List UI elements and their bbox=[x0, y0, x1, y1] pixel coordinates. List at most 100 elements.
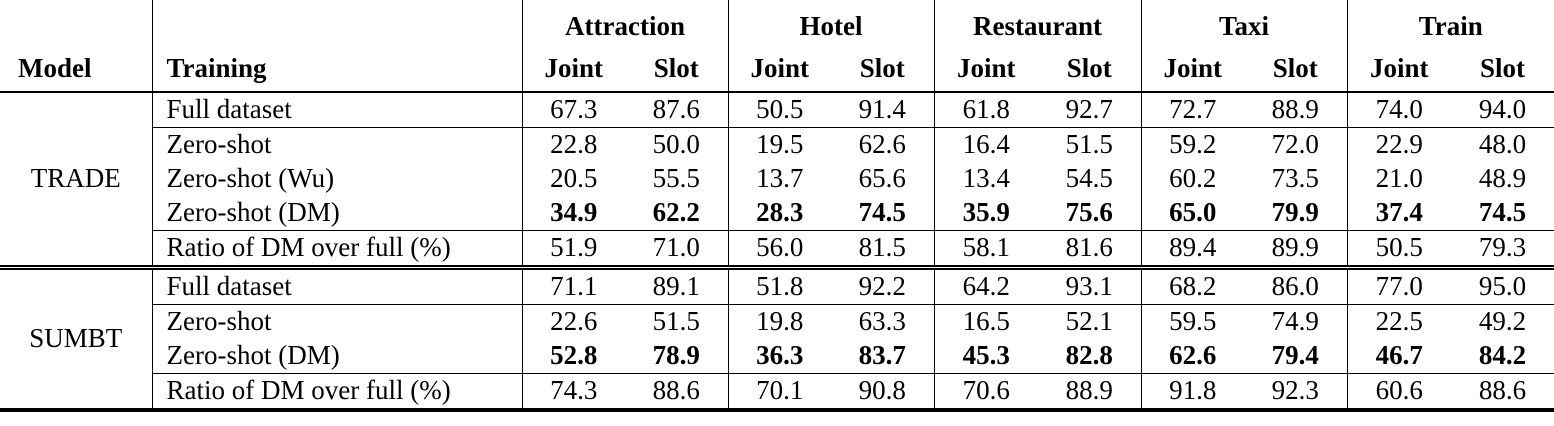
metric-value: 63.3 bbox=[858, 306, 906, 337]
metric-value: 75.6 bbox=[1065, 197, 1113, 228]
table-row: SUMBT Full dataset 71.1 89.1 51.8 92.2 64.2 93.… bbox=[0, 265, 1554, 410]
metric-value: 71.0 bbox=[625, 230, 728, 268]
metric-value: 89.1 bbox=[625, 265, 728, 305]
column-group-attraction: Attraction bbox=[521, 0, 728, 42]
metric-value: 16.5 bbox=[933, 304, 1039, 339]
column-group-hotel: Hotel bbox=[727, 0, 935, 42]
metric-value: 70.1 bbox=[727, 373, 831, 410]
training-label: Ratio of DM over full (%) bbox=[151, 373, 522, 410]
column-group-taxi: Taxi bbox=[1140, 0, 1348, 42]
metric-value: 61.8 bbox=[933, 92, 1039, 128]
metric-value: 62.6 bbox=[1140, 339, 1245, 374]
header-sub-row: Joint Slot Joint Slot Joint Slot Joint S… bbox=[0, 42, 1554, 93]
metric-value: 56.0 bbox=[727, 230, 831, 268]
metric-value: 62.2 bbox=[652, 197, 700, 228]
metric-value: 21.0 bbox=[1346, 162, 1452, 196]
table-row: Zero-shot 22.8 50.0 19.5 62.6 16.4 51.5 59.2 72.… bbox=[0, 127, 1554, 162]
metric-value: 71.1 bbox=[521, 265, 625, 305]
metric-value: 86.0 bbox=[1244, 265, 1348, 305]
table-row: Ratio of DM over full (%) 74.3 88.6 70.1 90.… bbox=[0, 373, 1554, 410]
metric-value: 83.7 bbox=[858, 340, 906, 371]
metric-value: 95.0 bbox=[1451, 265, 1554, 305]
metric-value: 92.2 bbox=[831, 265, 935, 305]
metric-value: 60.6 bbox=[1346, 373, 1452, 410]
metric-value: 37.4 bbox=[1346, 196, 1452, 231]
column-header-train-joint: Joint bbox=[1346, 42, 1452, 93]
metric-value: 60.2 bbox=[1140, 162, 1245, 196]
header-group-row: Model Training Attraction Hotel Restaura… bbox=[0, 0, 1554, 93]
section-sumbt: SUMBT Full dataset 71.1 89.1 51.8 92.2 64.2 93.… bbox=[0, 265, 1554, 410]
metric-value: 72.7 bbox=[1140, 92, 1245, 128]
column-group-train: Train bbox=[1346, 0, 1554, 42]
metric-value: 22.5 bbox=[1346, 304, 1452, 339]
metric-value: 62.6 bbox=[858, 129, 906, 160]
metric-value: 91.4 bbox=[831, 92, 935, 128]
training-label: Full dataset bbox=[151, 265, 522, 305]
model-name: TRADE bbox=[30, 163, 121, 194]
metric-value: 22.6 bbox=[521, 304, 625, 339]
metric-value: 81.6 bbox=[1038, 230, 1142, 268]
column-header-training: Training bbox=[151, 0, 522, 93]
training-label: Ratio of DM over full (%) bbox=[151, 230, 522, 268]
metric-value: 74.0 bbox=[1346, 92, 1452, 128]
training-label: Zero-shot bbox=[151, 304, 522, 339]
metric-value: 92.7 bbox=[1038, 92, 1142, 128]
results-table: Model Training Attraction Hotel Restaura… bbox=[0, 0, 1554, 412]
metric-value: 36.3 bbox=[727, 339, 831, 374]
metric-value: 51.5 bbox=[652, 306, 700, 337]
metric-value: 50.5 bbox=[1346, 230, 1452, 268]
metric-value: 88.9 bbox=[1038, 373, 1142, 410]
metric-value: 90.8 bbox=[831, 373, 935, 410]
metric-value: 49.2 bbox=[1478, 306, 1527, 337]
metric-value: 22.9 bbox=[1346, 127, 1452, 162]
metric-value: 54.5 bbox=[1065, 163, 1113, 194]
metric-value: 74.9 bbox=[1271, 306, 1319, 337]
training-label: Zero-shot bbox=[151, 127, 522, 162]
metric-value: 92.3 bbox=[1244, 373, 1348, 410]
metric-value: 20.5 bbox=[521, 162, 625, 196]
metric-value: 67.3 bbox=[521, 92, 625, 128]
metric-value: 89.9 bbox=[1244, 230, 1348, 268]
metric-value: 19.5 bbox=[727, 127, 831, 162]
metric-value: 16.4 bbox=[933, 127, 1039, 162]
metric-value: 28.3 bbox=[727, 196, 831, 231]
training-label: Full dataset bbox=[151, 92, 522, 128]
metric-value: 74.5 bbox=[858, 197, 906, 228]
metric-value: 74.5 bbox=[1478, 197, 1527, 228]
metric-value: 65.0 bbox=[1140, 196, 1245, 231]
column-header-hotel-joint: Joint bbox=[727, 42, 831, 93]
metric-value: 87.6 bbox=[625, 92, 728, 128]
metric-value: 51.9 bbox=[521, 230, 625, 268]
metric-value: 34.9 bbox=[521, 196, 625, 231]
metric-value: 81.5 bbox=[831, 230, 935, 268]
column-header-attraction-joint: Joint bbox=[521, 42, 625, 93]
metric-value: 35.9 bbox=[933, 196, 1039, 231]
table-row: Zero-shot (DM) 52.8 78.9 36.3 83.7 45.3 82.8 62… bbox=[0, 339, 1554, 374]
metric-value: 88.6 bbox=[625, 373, 728, 410]
metric-value: 89.4 bbox=[1140, 230, 1245, 268]
metric-value: 79.3 bbox=[1451, 230, 1554, 268]
metric-value: 73.5 bbox=[1271, 163, 1319, 194]
metric-value: 94.0 bbox=[1451, 92, 1554, 128]
table-row: Zero-shot (DM) 34.9 62.2 28.3 74.5 35.9 75.6 65… bbox=[0, 196, 1554, 231]
metric-value: 93.1 bbox=[1038, 265, 1142, 305]
metric-value: 88.9 bbox=[1244, 92, 1348, 128]
metric-value: 48.0 bbox=[1478, 129, 1527, 160]
model-name: SUMBT bbox=[0, 265, 152, 410]
column-header-hotel-slot: Slot bbox=[831, 42, 935, 93]
metric-value: 65.6 bbox=[858, 163, 906, 194]
metric-value: 55.5 bbox=[652, 163, 700, 194]
metric-value: 46.7 bbox=[1346, 339, 1452, 374]
column-header-taxi-slot: Slot bbox=[1244, 42, 1348, 93]
column-group-restaurant: Restaurant bbox=[933, 0, 1142, 42]
metric-value: 52.8 bbox=[521, 339, 625, 374]
metric-value: 50.0 bbox=[652, 129, 700, 160]
metric-value: 51.8 bbox=[727, 265, 831, 305]
column-header-model: Model bbox=[0, 0, 152, 93]
metric-value: 84.2 bbox=[1478, 340, 1527, 371]
metric-value: 51.5 bbox=[1065, 129, 1113, 160]
metric-value: 78.9 bbox=[652, 340, 700, 371]
table-row: Zero-shot 22.6 51.5 19.8 63.3 16.5 52.1 59.5 74.… bbox=[0, 304, 1554, 339]
column-header-attraction-slot: Slot bbox=[625, 42, 728, 93]
metric-value: 79.4 bbox=[1271, 340, 1319, 371]
